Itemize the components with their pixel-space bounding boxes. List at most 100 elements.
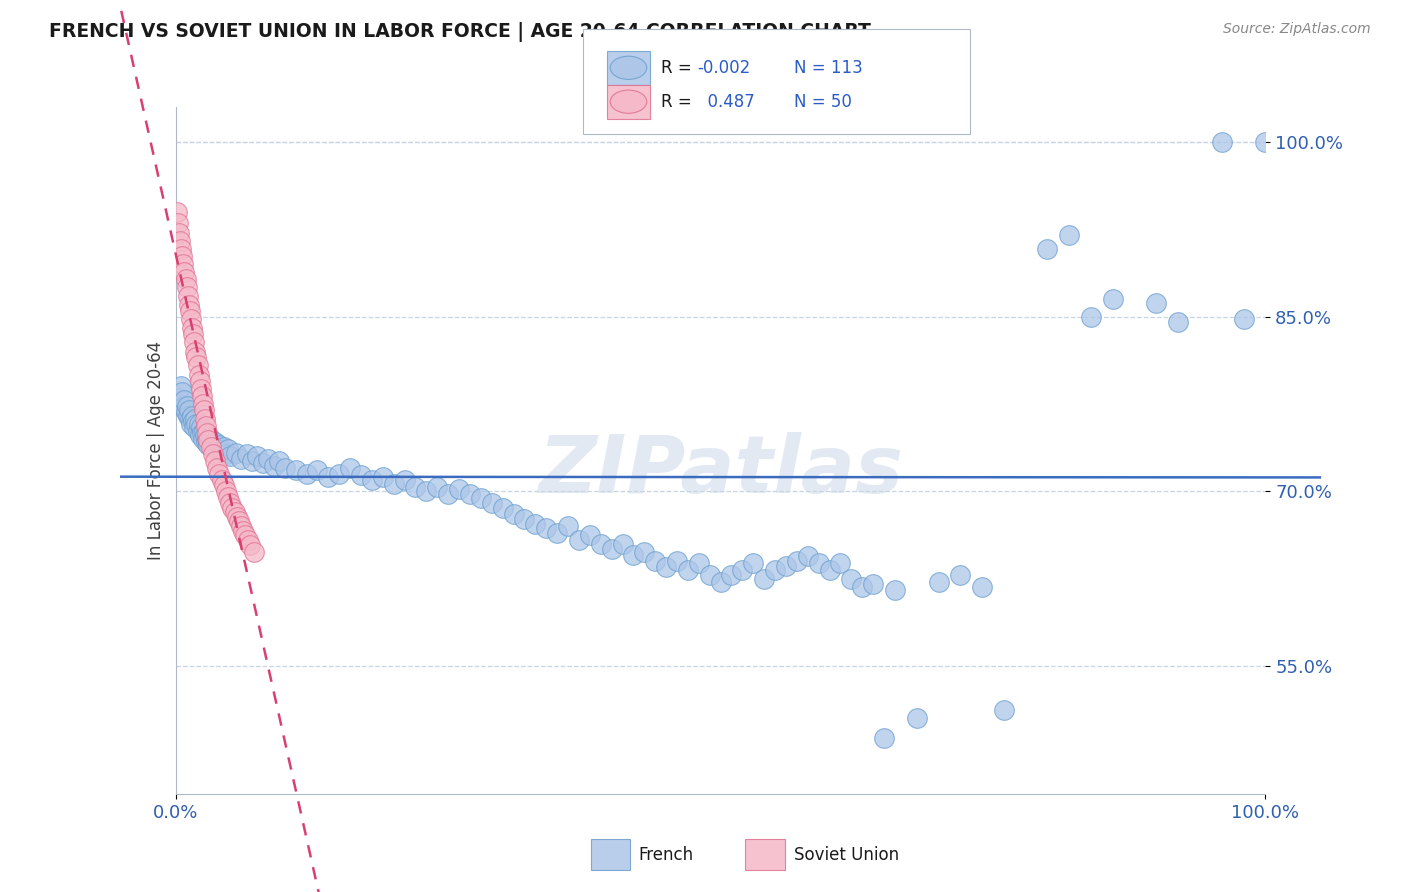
Point — [993, 703, 1015, 717]
Point — [1144, 295, 1167, 310]
Point — [786, 554, 808, 568]
Point — [215, 447, 238, 461]
Point — [612, 536, 634, 550]
Point — [970, 580, 993, 594]
Point — [180, 312, 202, 326]
Point — [1036, 242, 1059, 256]
Point — [862, 577, 884, 591]
Point — [1211, 135, 1233, 149]
Point — [339, 461, 361, 475]
Point — [172, 249, 194, 263]
Point — [246, 450, 269, 464]
Point — [1102, 292, 1125, 306]
Point — [187, 417, 209, 431]
Point — [186, 424, 209, 438]
Point — [208, 467, 231, 481]
Text: 0.487: 0.487 — [697, 93, 755, 111]
Point — [775, 558, 797, 573]
Point — [295, 467, 318, 481]
Point — [191, 389, 214, 403]
Point — [807, 557, 830, 571]
Point — [426, 479, 449, 493]
Point — [194, 412, 217, 426]
Point — [546, 526, 568, 541]
Point — [415, 484, 437, 499]
Point — [710, 574, 733, 589]
Point — [1167, 315, 1189, 329]
Point — [219, 496, 242, 510]
Point — [191, 425, 214, 440]
Point — [211, 443, 233, 458]
Point — [568, 533, 591, 547]
Point — [188, 374, 211, 388]
Point — [204, 435, 226, 450]
Point — [176, 280, 198, 294]
Point — [405, 479, 427, 493]
Point — [200, 432, 222, 446]
Point — [208, 437, 231, 451]
Point — [181, 409, 204, 423]
Point — [217, 442, 239, 457]
Point — [470, 491, 492, 506]
Point — [382, 477, 405, 491]
Point — [437, 486, 460, 500]
Point — [177, 409, 200, 423]
Point — [215, 484, 238, 499]
Point — [905, 711, 928, 725]
Point — [231, 451, 253, 466]
Point — [184, 412, 207, 426]
Point — [231, 519, 253, 533]
Point — [841, 572, 863, 586]
Point — [186, 359, 209, 373]
Point — [204, 454, 226, 468]
Point — [197, 437, 219, 451]
Point — [524, 516, 547, 531]
Point — [200, 440, 222, 454]
Point — [1254, 135, 1277, 149]
Point — [600, 542, 623, 557]
Point — [830, 557, 852, 571]
Point — [274, 461, 297, 475]
Point — [180, 417, 202, 431]
Point — [211, 473, 233, 487]
Point — [188, 428, 211, 442]
Point — [579, 528, 602, 542]
Point — [621, 548, 644, 562]
Point — [217, 490, 239, 504]
Point — [181, 326, 204, 341]
Point — [195, 432, 218, 446]
Point — [492, 500, 515, 515]
Point — [177, 298, 200, 312]
Point — [186, 417, 208, 431]
Point — [269, 454, 291, 468]
Point — [257, 451, 280, 466]
Point — [513, 512, 536, 526]
Point — [350, 467, 373, 482]
Point — [173, 393, 195, 408]
Point — [328, 467, 350, 481]
Point — [228, 515, 250, 529]
Point — [589, 536, 612, 550]
Point — [179, 303, 201, 318]
Point — [644, 554, 666, 568]
Point — [167, 226, 190, 240]
Point — [221, 500, 243, 515]
Text: Source: ZipAtlas.com: Source: ZipAtlas.com — [1223, 22, 1371, 37]
Point — [720, 568, 742, 582]
Point — [205, 442, 228, 457]
Point — [235, 447, 257, 461]
Point — [394, 473, 416, 487]
Point — [212, 440, 235, 454]
Point — [239, 538, 262, 552]
Point — [633, 545, 655, 559]
Text: N = 113: N = 113 — [794, 59, 863, 77]
Point — [187, 368, 209, 382]
Point — [167, 391, 190, 405]
Text: R =: R = — [661, 93, 697, 111]
Point — [193, 424, 215, 438]
Point — [742, 557, 765, 571]
Point — [170, 242, 193, 256]
Point — [851, 580, 873, 594]
Point — [225, 509, 247, 524]
Point — [225, 446, 247, 460]
